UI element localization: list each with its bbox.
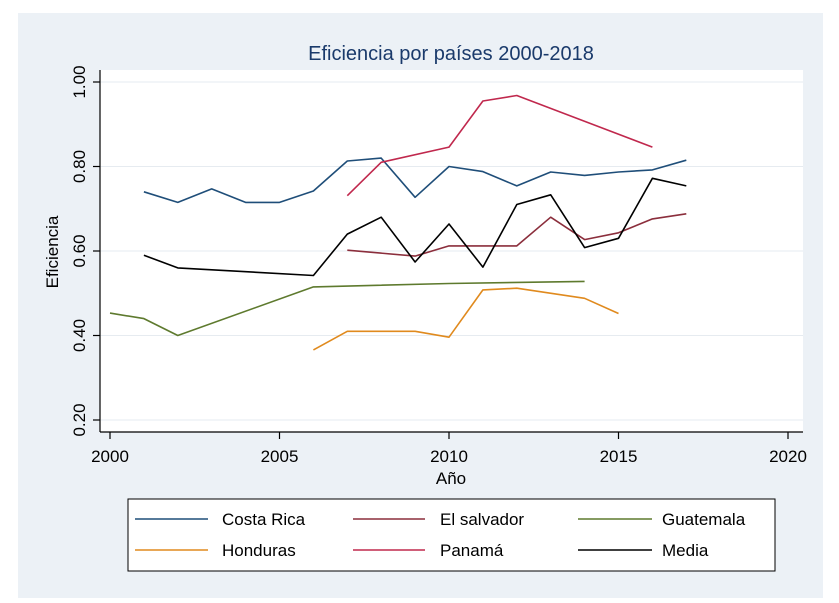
series-line-panam-: [346, 94, 653, 197]
x-tick-label: 2015: [600, 447, 638, 466]
y-axis-title: Eficiencia: [43, 215, 62, 288]
series-line-guatemala: [109, 280, 585, 337]
y-tick-label: 0.60: [70, 234, 89, 267]
legend-label-el-salvador: El salvador: [440, 510, 524, 529]
legend-label-panam-: Panamá: [440, 541, 504, 560]
x-tick-label: 2005: [261, 447, 299, 466]
legend-label-costa-rica: Costa Rica: [222, 510, 306, 529]
y-tick-label: 1.00: [70, 65, 89, 98]
x-axis-title: Año: [436, 469, 466, 488]
series-line-honduras: [313, 287, 619, 351]
legend-label-guatemala: Guatemala: [662, 510, 746, 529]
legend-label-media: Media: [662, 541, 709, 560]
series-line-media: [143, 177, 687, 277]
x-tick-label: 2000: [91, 447, 129, 466]
y-tick-label: 0.20: [70, 403, 89, 436]
y-tick-label: 0.40: [70, 319, 89, 352]
legend: Costa Rica El salvador Guatemala Honduras Pa…: [135, 510, 746, 560]
x-tick-label: 2010: [430, 447, 468, 466]
legend-box: [127, 498, 776, 572]
series-line-el-salvador: [347, 213, 687, 257]
series-line-costa-rica: [143, 157, 687, 204]
series-lines: [109, 94, 687, 351]
x-tick-label: 2020: [769, 447, 807, 466]
chart-title: Eficiencia por países 2000-2018: [308, 43, 594, 65]
legend-label-honduras: Honduras: [222, 541, 296, 560]
y-tick-label: 0.80: [70, 150, 89, 183]
axis-ticks: 0.20 0.40 0.60 0.80 1.00 2000 2005 2010 2015 2020: [70, 65, 807, 466]
